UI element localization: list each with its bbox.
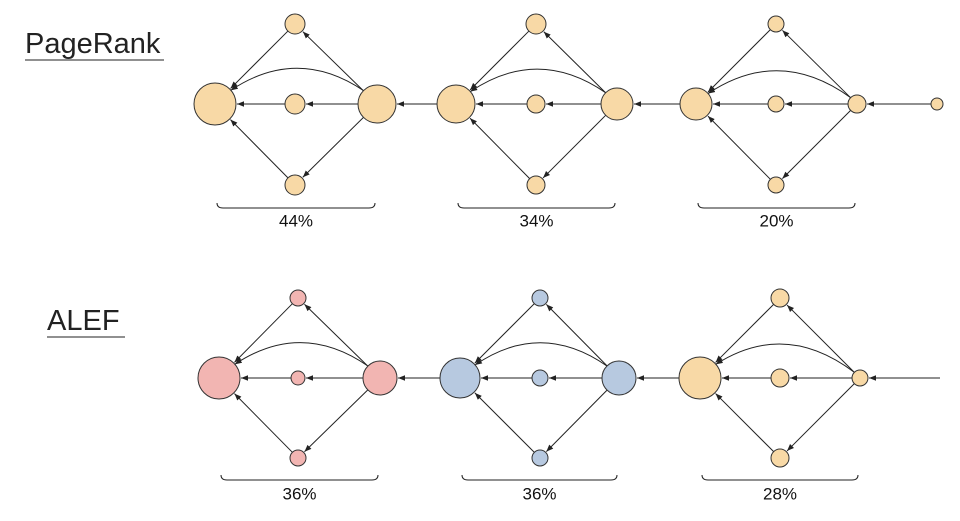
node (284, 13, 306, 35)
node (526, 175, 546, 195)
node (770, 288, 790, 308)
edge (542, 114, 607, 179)
node (436, 84, 476, 124)
edge-curve (474, 342, 608, 367)
node (767, 176, 785, 194)
bracket (697, 202, 856, 209)
row-label: ALEF (47, 305, 120, 337)
edge (469, 30, 530, 91)
node (770, 448, 790, 468)
node (197, 356, 241, 400)
edge (474, 392, 535, 453)
node (289, 289, 307, 307)
node (851, 369, 869, 387)
bracket (701, 474, 859, 481)
node (289, 449, 307, 467)
node (531, 449, 549, 467)
share-label: 36% (522, 484, 556, 503)
edge (545, 389, 608, 452)
edge (707, 29, 771, 93)
node (525, 13, 547, 35)
edge-curve (469, 68, 607, 94)
node (767, 15, 785, 33)
edge (230, 30, 289, 89)
share-label: 28% (763, 484, 797, 503)
edge (304, 389, 369, 453)
bracket (220, 474, 379, 481)
edge-curve (230, 67, 364, 92)
bracket (457, 202, 616, 209)
node (601, 360, 637, 396)
edge (234, 303, 293, 363)
edge (715, 304, 774, 363)
share-label: 44% (279, 211, 313, 230)
edge (230, 119, 289, 179)
node (284, 174, 306, 196)
node (439, 357, 481, 399)
node (531, 369, 549, 387)
share-label: 36% (282, 484, 316, 503)
node (930, 97, 944, 111)
node (847, 94, 867, 114)
node (290, 370, 306, 386)
edge (715, 393, 774, 452)
node (679, 87, 713, 121)
edge (782, 29, 851, 99)
edge-curve (234, 342, 369, 367)
edge (302, 116, 364, 178)
node (678, 356, 722, 400)
node (357, 84, 397, 124)
edge-curve (715, 343, 855, 373)
edge (543, 31, 606, 94)
node (362, 360, 398, 396)
node (531, 289, 549, 307)
share-label: 34% (519, 211, 553, 230)
node (767, 95, 785, 113)
edge (786, 304, 855, 373)
edge (782, 110, 851, 179)
edge (786, 383, 855, 452)
node (284, 93, 306, 115)
edge (302, 31, 364, 92)
bracket (216, 202, 376, 209)
bracket (461, 474, 618, 481)
node (526, 94, 546, 114)
edge-curve (707, 70, 851, 99)
row-label: PageRank (25, 28, 161, 60)
share-label: 20% (759, 211, 793, 230)
edge (545, 304, 608, 367)
node (600, 87, 634, 121)
edge (304, 303, 369, 367)
edge (234, 393, 293, 453)
edge (469, 117, 531, 179)
node (770, 368, 790, 388)
edge (474, 303, 535, 364)
node (193, 82, 237, 126)
edge (707, 115, 771, 180)
